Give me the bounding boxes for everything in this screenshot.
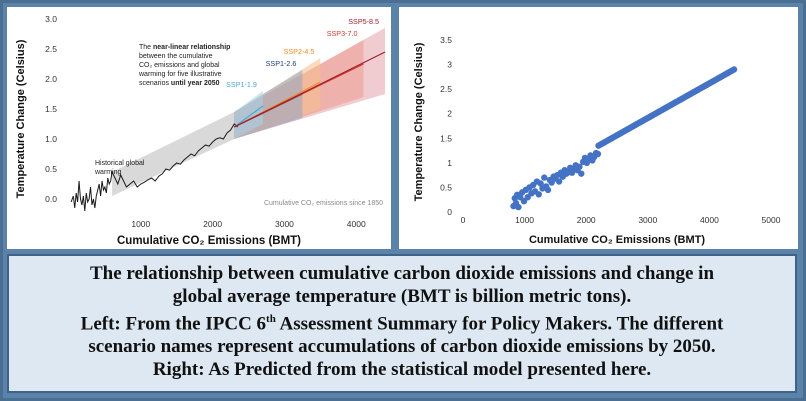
x-tick-label: 4000 <box>347 219 366 229</box>
scatter-point <box>515 203 522 211</box>
y-tick-label: 2.0 <box>45 74 57 84</box>
scatter-point <box>535 191 542 198</box>
left-y-axis-label: Temperature Change (Celsius) <box>15 39 27 198</box>
y-tick-label: 3 <box>447 60 452 70</box>
right-y-axis-label: Temperature Change (Celsius) <box>413 42 425 201</box>
caption: The relationship between cumulative carb… <box>19 262 785 381</box>
right-axes: 0 0.5 1 1.5 2 2.5 3 3.5 0 1000 2000 3000 4000 5000 <box>440 35 781 225</box>
y-tick-label: 2.5 <box>440 84 452 94</box>
x-tick-label: 2000 <box>577 215 596 225</box>
caption-line: Left: From the IPCC 6th Assessment Summa… <box>19 308 785 335</box>
right-chart-panel: 0 0.5 1 1.5 2 2.5 3 3.5 0 1000 2000 3000 4000 5000 Te… <box>399 7 798 249</box>
y-tick-label: 1.0 <box>45 134 57 144</box>
x-tick-label: 5000 <box>762 215 781 225</box>
scenario-band <box>234 91 263 139</box>
footnote: Cumulative CO₂ emissions since 1850 <box>264 200 383 207</box>
right-x-axis-label: Cumulative CO₂ Emissions (BMT) <box>529 234 705 246</box>
annotation-line: CO₂ emissions and global <box>139 62 220 69</box>
figure-frame: SSP1-1.9 SSP1-2.6 SSP2-4.5 SSP3-7.0 SSP5-8.5… <box>3 3 803 398</box>
scenario-line <box>233 51 386 128</box>
y-tick-label: 3.5 <box>440 35 452 45</box>
annotation-intro: The <box>139 44 151 51</box>
annotation-line: scenarios until year 2050 <box>139 80 220 87</box>
y-tick-label: 0.5 <box>45 164 57 174</box>
x-tick-label: 1000 <box>515 215 534 225</box>
scatter-point <box>578 170 585 177</box>
caption-superscript: th <box>266 313 276 325</box>
historical-label-line: Historical global <box>95 160 145 167</box>
scenario-bands <box>112 28 385 196</box>
caption-line: Right: As Predicted from the statistical… <box>152 359 652 381</box>
y-tick-label: 2.5 <box>45 44 57 54</box>
scenario-label: SSP1-2.6 <box>266 59 297 68</box>
historical-band <box>112 112 235 196</box>
scenario-label: SSP1-1.9 <box>226 80 257 89</box>
scatter-point <box>730 66 738 73</box>
historical-label: Historical global warming <box>94 160 146 176</box>
annotation-bold: near-linear relationship <box>153 44 230 51</box>
model-scatter-chart: 0 0.5 1 1.5 2 2.5 3 3.5 0 1000 2000 3000 4000 5000 Te… <box>413 35 781 246</box>
annotation-scenarios: scenarios <box>139 80 169 87</box>
x-tick-label: 0 <box>461 215 466 225</box>
ipcc-chart: SSP1-1.9 SSP1-2.6 SSP2-4.5 SSP3-7.0 SSP5-8.5… <box>15 14 386 247</box>
scenario-lines: SSP1-1.9 SSP1-2.6 SSP2-4.5 SSP3-7.0 SSP5-8.5 <box>226 17 386 128</box>
annotation-until: until year 2050 <box>171 80 220 87</box>
caption-text: Assessment Summary for Policy Makers. Th… <box>275 313 724 335</box>
caption-text: Left: From the IPCC 6 <box>80 313 267 335</box>
y-tick-label: 1.5 <box>45 104 57 114</box>
scatter-point <box>555 178 563 185</box>
y-tick-label: 2 <box>447 109 452 119</box>
scatter-point <box>541 174 548 181</box>
scatter-point <box>594 150 602 158</box>
scenario-label: SSP3-7.0 <box>327 29 358 38</box>
x-tick-label: 3000 <box>638 215 657 225</box>
annotation-line: The near-linear relationship <box>139 44 230 51</box>
annotation-text: The near-linear relationship between the… <box>138 44 232 87</box>
historical-label-line: warming <box>94 169 122 176</box>
y-tick-label: 0.0 <box>45 194 57 204</box>
x-tick-label: 1000 <box>131 219 150 229</box>
caption-box: The relationship between cumulative carb… <box>7 254 797 393</box>
scatter-point <box>537 180 544 187</box>
scenario-label: SSP5-8.5 <box>348 17 379 26</box>
annotation-line: between the cumulative <box>139 53 213 60</box>
caption-line: The relationship between cumulative carb… <box>89 263 715 284</box>
x-tick-label: 2000 <box>203 219 222 229</box>
x-tick-label: 4000 <box>700 215 719 225</box>
y-tick-label: 3.0 <box>45 14 57 24</box>
left-axes: 0.0 0.5 1.0 1.5 2.0 2.5 3.0 1000 2000 3000 4000 <box>45 14 366 229</box>
scenario-label: SSP2-4.5 <box>284 47 315 56</box>
y-tick-label: 1.5 <box>440 133 452 143</box>
annotation-line: warming for five illustrative <box>138 71 222 78</box>
y-tick-label: 0 <box>447 207 452 217</box>
scatter-point <box>544 186 552 194</box>
scatter-points <box>510 66 738 211</box>
y-tick-label: 1 <box>447 158 452 168</box>
y-tick-label: 0.5 <box>440 182 452 192</box>
scenario-line <box>233 105 264 128</box>
caption-line: global average temperature (BMT is billi… <box>172 286 632 307</box>
x-tick-label: 3000 <box>275 219 294 229</box>
left-x-axis-label: Cumulative CO₂ Emissions (BMT) <box>117 235 301 247</box>
historical-line <box>70 123 239 212</box>
scatter-point <box>576 163 583 170</box>
left-chart-panel: SSP1-1.9 SSP1-2.6 SSP2-4.5 SSP3-7.0 SSP5-8.5… <box>7 7 391 249</box>
historical-series <box>70 123 239 212</box>
caption-line: scenario names represent accumulations o… <box>88 336 716 358</box>
